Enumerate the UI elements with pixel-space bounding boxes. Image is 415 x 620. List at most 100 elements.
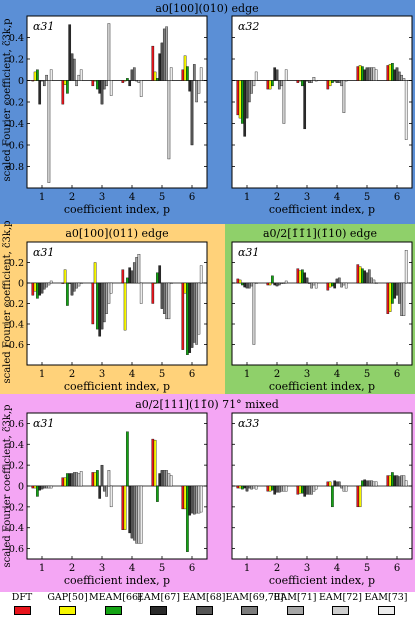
bar-p1-p2-s8 xyxy=(79,69,83,81)
xtick-label: 2 xyxy=(69,192,75,203)
xtick-label: 6 xyxy=(394,369,400,380)
bar-p6-p3-s8 xyxy=(314,485,318,490)
ytick-label: 0 xyxy=(18,482,24,493)
bar-p6-p5-s5 xyxy=(367,480,371,487)
bar-p1-p1-s3 xyxy=(38,80,42,105)
bar-p4-p2-s6 xyxy=(280,282,283,284)
bar-p2-p4-s6 xyxy=(340,80,343,87)
bar-p4-p6-s0 xyxy=(386,282,390,314)
bar-p3-p1-s1 xyxy=(33,282,37,292)
bar-p1-p5-s2 xyxy=(156,78,159,81)
bar-p2-p5-s7 xyxy=(372,67,376,81)
bar-p1-p2-s2 xyxy=(66,80,69,94)
legend-item: EAM[73] xyxy=(362,592,410,615)
xtick-label: 5 xyxy=(364,369,370,380)
panel-label-p5: α31 xyxy=(33,417,54,430)
bar-p1-p3-s0 xyxy=(91,80,95,87)
bar-p3-p3-s5 xyxy=(102,282,106,323)
bar-p1-p2-s6 xyxy=(75,80,78,87)
panel-label-p1: α31 xyxy=(33,20,54,33)
bar-p6-p6-s4 xyxy=(395,475,399,487)
bar-p6-p1-s5 xyxy=(247,485,251,489)
xtick-label: 4 xyxy=(334,369,340,380)
bar-p3-p4-s4 xyxy=(130,270,134,284)
bar-p5-p6-s0 xyxy=(181,485,185,510)
bar-p1-p2-s1 xyxy=(63,80,67,85)
bar-p2-p5-s6 xyxy=(370,67,373,81)
plot-area-p2 xyxy=(231,15,413,189)
bar-p4-p6-s5 xyxy=(397,282,401,304)
bar-p3-p2-s2 xyxy=(66,282,69,306)
bar-p5-p1-s3 xyxy=(38,485,42,491)
bar-p5-p1-s6 xyxy=(45,485,48,489)
ytick-label: 0.6 xyxy=(9,419,24,430)
xtick-label: 1 xyxy=(39,192,45,203)
bar-p2-p5-s5 xyxy=(367,67,371,81)
xaxis-label-p6: coefficient index, p xyxy=(269,574,375,587)
bar-p1-p5-s3 xyxy=(158,53,162,81)
bar-p6-p3-s1 xyxy=(298,485,302,494)
bar-p1-p3-s8 xyxy=(109,80,113,96)
bar-p4-p3-s0 xyxy=(296,268,300,284)
xtick-label: 4 xyxy=(334,192,340,203)
bar-p1-p4-s0 xyxy=(121,80,125,83)
legend-swatch xyxy=(241,606,258,615)
bar-p5-p1-s5 xyxy=(42,485,46,489)
xaxis-label-p5: coefficient index, p xyxy=(64,574,170,587)
bar-p5-p1-s0 xyxy=(31,485,35,489)
legend-label: MEAM[66] xyxy=(89,592,142,603)
xtick-label: 3 xyxy=(304,192,310,203)
bar-p2-p1-s8 xyxy=(254,71,258,81)
bar-p4-p5-s2 xyxy=(361,268,364,284)
bar-p2-p6-s3 xyxy=(393,69,397,81)
bar-p5-p4-s2 xyxy=(126,431,129,487)
bar-p2-p6-s0 xyxy=(386,65,390,81)
bar-p1-p6-s1 xyxy=(183,55,187,81)
xtick-label: 3 xyxy=(99,192,105,203)
bar-p2-p2-s0 xyxy=(266,80,270,90)
xtick-label: 3 xyxy=(99,563,105,574)
bar-p4-p2-s0 xyxy=(266,282,270,286)
bar-p3-p2-s7 xyxy=(77,282,81,287)
bar-p6-p4-s2 xyxy=(331,485,334,508)
legend: DFT GAP[50] MEAM[66] EAM[67] EAM[68] EAM[69,7… xyxy=(0,592,415,620)
bar-p3-p6-s7 xyxy=(197,282,201,335)
bar-p1-p5-s6 xyxy=(165,26,168,81)
bar-p5-p2-s4 xyxy=(70,473,74,487)
bar-p2-p4-s2 xyxy=(331,80,334,83)
bar-p6-p5-s6 xyxy=(370,480,373,487)
ytick-label: -0.2 xyxy=(6,502,24,513)
bar-p1-p4-s3 xyxy=(128,80,132,87)
bar-p5-p4-s1 xyxy=(123,485,127,530)
bar-p3-p1-s6 xyxy=(45,282,48,288)
bar-p4-p2-s1 xyxy=(268,282,272,286)
yaxis-label: scaled Fourier coefficient, c̃3k,p xyxy=(2,404,13,567)
bar-p4-p5-s5 xyxy=(367,269,371,284)
bar-p2-p4-s5 xyxy=(337,80,341,83)
bar-p2-p2-s7 xyxy=(282,80,286,124)
bar-p6-p6-s0 xyxy=(386,475,390,487)
bar-p2-p2-s5 xyxy=(277,80,281,90)
bar-p1-p4-s2 xyxy=(126,78,129,81)
xtick-label: 1 xyxy=(244,192,250,203)
bar-p4-p4-s8 xyxy=(344,282,348,289)
xtick-label: 3 xyxy=(304,563,310,574)
bar-p2-p3-s1 xyxy=(298,80,302,82)
bar-p3-p4-s6 xyxy=(135,257,138,284)
bar-p6-p1-s0 xyxy=(236,485,240,489)
bar-p1-p1-s4 xyxy=(40,80,44,82)
bar-p5-p2-s1 xyxy=(63,477,67,487)
bar-p5-p2-s5 xyxy=(72,472,76,487)
bar-p6-p6-s1 xyxy=(388,475,392,487)
yaxis-label: scaled Fourier coefficient, c̃3k,p xyxy=(2,18,13,181)
bar-p1-p1-s0 xyxy=(31,80,35,82)
bar-p2-p3-s4 xyxy=(305,80,309,82)
xtick-label: 1 xyxy=(39,563,45,574)
xtick-label: 4 xyxy=(129,563,135,574)
ytick-label: -0.8 xyxy=(6,162,24,173)
xtick-label: 1 xyxy=(244,369,250,380)
bar-p3-p4-s0 xyxy=(121,269,125,284)
bar-p2-p2-s1 xyxy=(268,80,272,90)
bar-p3-p1-s8 xyxy=(49,280,53,284)
bar-p5-p6-s3 xyxy=(188,485,192,516)
